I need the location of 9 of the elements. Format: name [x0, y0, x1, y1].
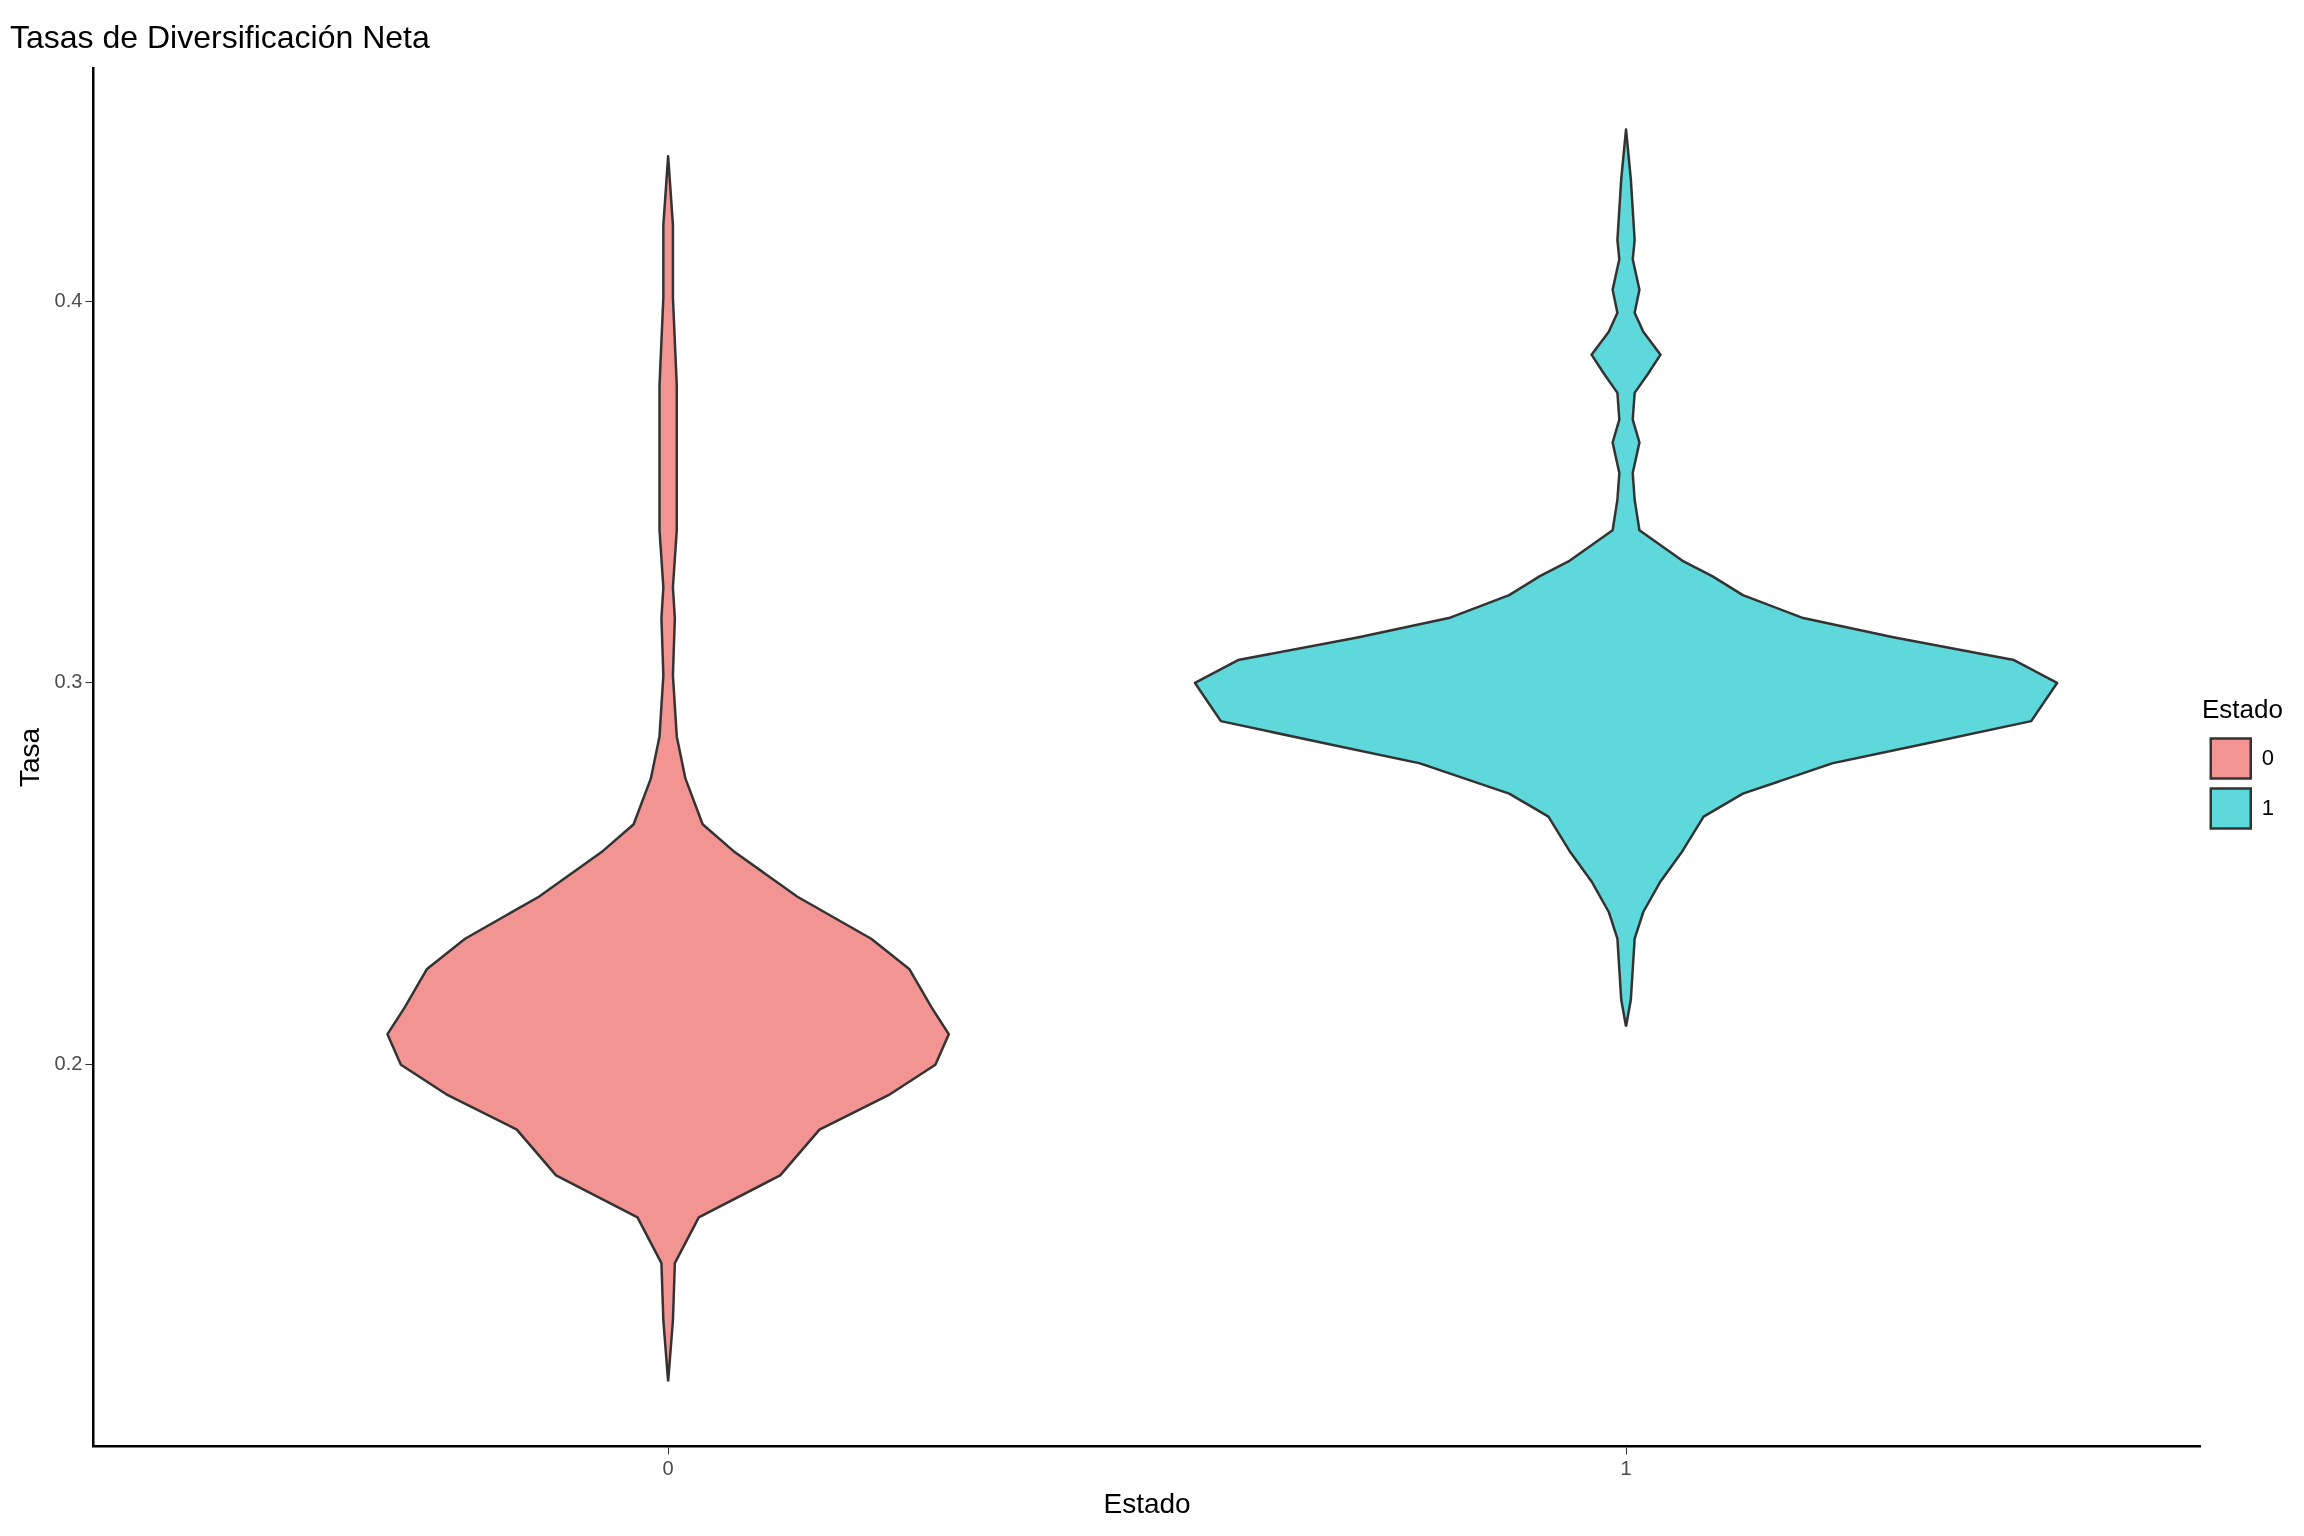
legend-title: Estado	[2201, 693, 2283, 724]
legend-label: 0	[2261, 744, 2275, 770]
y-tick-label: 0.4	[54, 288, 83, 311]
legend-label: 1	[2261, 794, 2275, 820]
y-tick-label: 0.3	[54, 670, 83, 693]
x-axis-title: Estado	[1103, 1487, 1191, 1519]
y-axis-title: Tasa	[13, 727, 45, 787]
chart-title: Tasas de Diversificación Neta	[10, 19, 430, 56]
y-tick-label: 0.2	[54, 1052, 83, 1075]
